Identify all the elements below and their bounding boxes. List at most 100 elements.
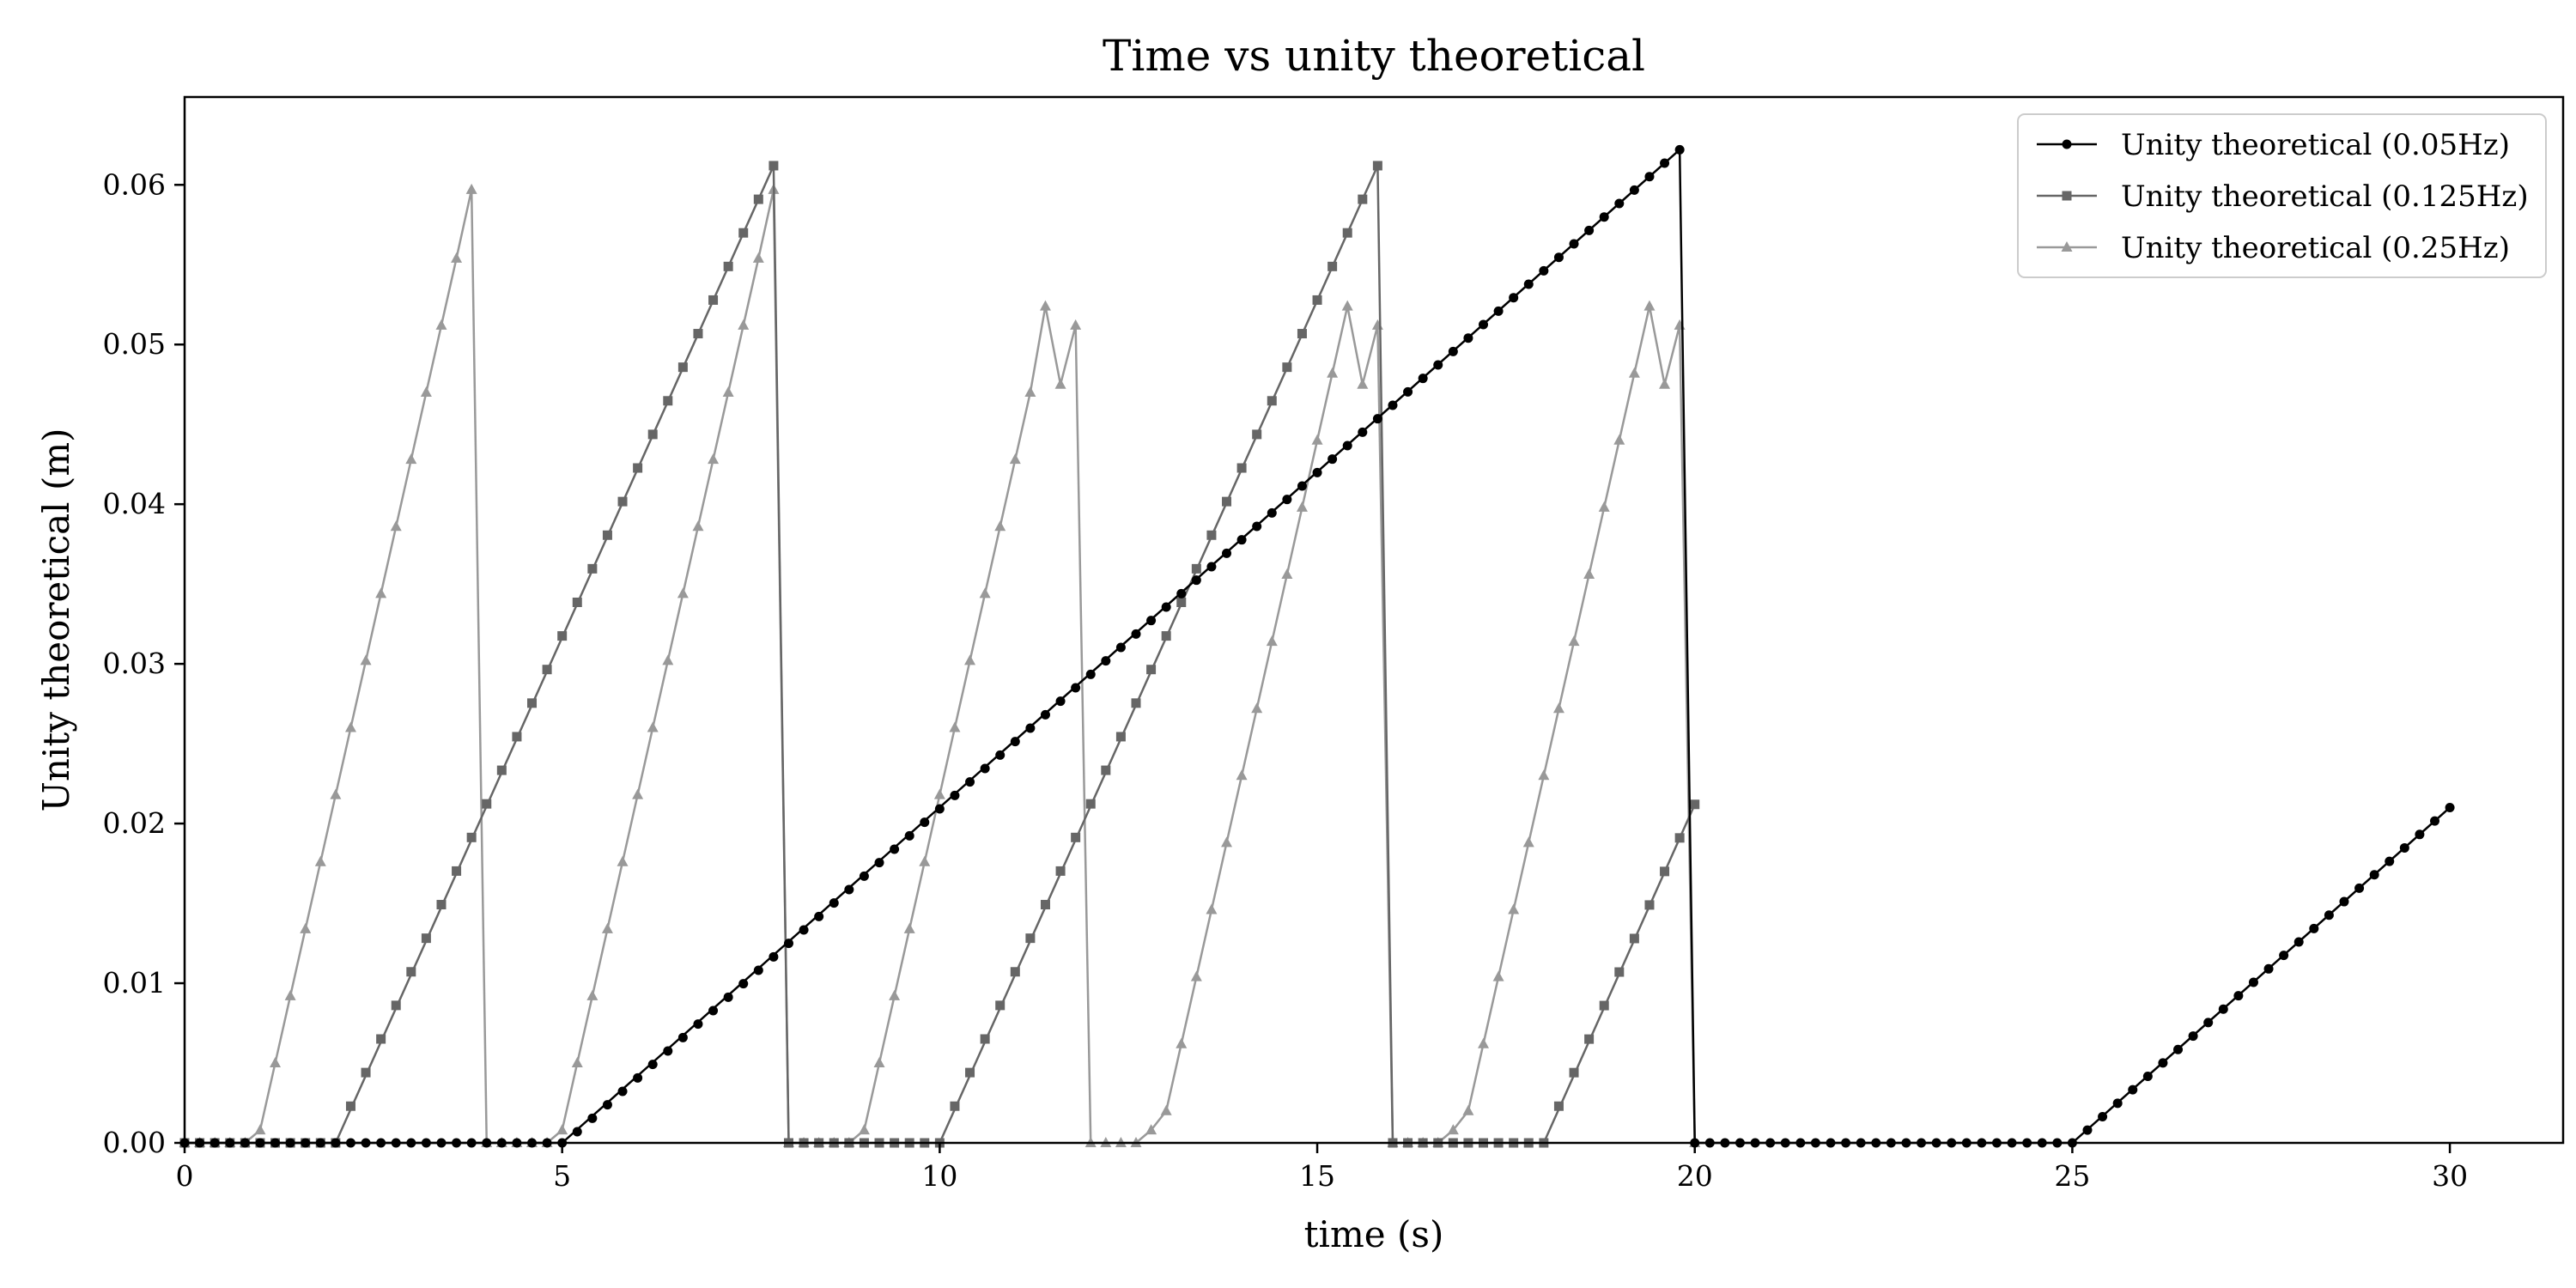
data-point-triangle-2 — [465, 183, 477, 194]
data-point-square-1 — [647, 429, 658, 440]
data-point-circle-0 — [995, 750, 1005, 760]
data-point-circle-0 — [799, 925, 809, 935]
data-point-triangle-2 — [1508, 903, 1520, 914]
data-point-circle-0 — [1493, 306, 1504, 316]
data-point-triangle-2 — [1341, 300, 1353, 311]
data-point-square-1 — [617, 496, 628, 507]
data-point-circle-0 — [1071, 683, 1081, 693]
data-point-square-1 — [452, 866, 462, 876]
data-point-square-1 — [1131, 698, 1141, 708]
data-point-circle-0 — [2385, 856, 2395, 866]
data-point-triangle-2 — [903, 922, 915, 933]
data-point-circle-0 — [2369, 870, 2379, 880]
data-point-circle-0 — [1372, 414, 1382, 424]
data-point-square-1 — [1161, 631, 1171, 641]
data-point-triangle-2 — [933, 788, 945, 799]
data-point-circle-0 — [602, 1100, 612, 1110]
legend-swatch-marker — [2061, 241, 2073, 252]
data-point-square-1 — [1025, 933, 1036, 944]
data-point-circle-0 — [2188, 1031, 2198, 1042]
data-point-circle-0 — [2158, 1058, 2168, 1068]
y-tick-label: 0.01 — [103, 966, 166, 999]
data-point-circle-0 — [1222, 548, 1232, 558]
data-point-square-1 — [1674, 833, 1685, 843]
data-point-triangle-2 — [390, 520, 402, 532]
data-point-circle-0 — [1358, 427, 1368, 437]
data-point-square-1 — [1267, 396, 1277, 406]
legend-entry-0: Unity theoretical (0.05Hz) — [2037, 128, 2510, 162]
data-point-square-1 — [1312, 295, 1322, 305]
y-tick-label: 0.02 — [103, 806, 166, 840]
data-point-square-1 — [482, 799, 492, 809]
data-point-circle-0 — [708, 1005, 719, 1016]
data-point-triangle-2 — [314, 855, 326, 866]
data-point-circle-0 — [2415, 829, 2425, 840]
data-point-circle-0 — [920, 817, 930, 828]
data-point-triangle-2 — [1583, 568, 1595, 580]
series-0 — [179, 144, 2455, 1148]
data-point-circle-0 — [2399, 842, 2409, 853]
data-point-circle-0 — [1509, 293, 1519, 303]
data-point-square-1 — [1599, 1000, 1609, 1011]
data-point-circle-0 — [1025, 723, 1036, 733]
data-point-circle-0 — [1523, 279, 1534, 289]
y-tick-label: 0.06 — [103, 167, 166, 201]
data-point-circle-0 — [2233, 991, 2244, 1001]
data-point-square-1 — [361, 1067, 371, 1078]
data-point-square-1 — [1252, 429, 1262, 440]
data-point-circle-0 — [753, 965, 763, 975]
data-point-circle-0 — [2430, 816, 2440, 826]
data-point-square-1 — [391, 1000, 401, 1011]
data-point-square-1 — [406, 967, 416, 977]
y-tick-label: 0.04 — [103, 487, 166, 520]
data-point-square-1 — [1071, 832, 1081, 842]
data-point-square-1 — [602, 530, 612, 540]
data-point-circle-0 — [2142, 1072, 2153, 1082]
data-point-triangle-2 — [964, 654, 976, 665]
data-point-circle-0 — [677, 1032, 688, 1042]
data-point-triangle-2 — [949, 721, 961, 732]
data-point-triangle-2 — [1039, 300, 1051, 311]
data-point-circle-0 — [1403, 386, 1413, 397]
data-point-square-1 — [1101, 765, 1111, 775]
data-point-square-1 — [1629, 933, 1639, 944]
data-point-triangle-2 — [270, 1057, 282, 1068]
data-point-circle-0 — [1131, 629, 1141, 639]
data-point-square-1 — [1176, 597, 1187, 607]
data-point-square-1 — [1297, 329, 1307, 339]
data-point-circle-0 — [1342, 440, 1352, 451]
data-point-circle-0 — [1463, 333, 1473, 343]
data-point-circle-0 — [572, 1127, 582, 1137]
data-point-square-1 — [587, 563, 598, 574]
data-point-circle-0 — [738, 979, 749, 989]
data-point-circle-0 — [2293, 937, 2304, 947]
data-point-circle-0 — [2173, 1044, 2184, 1054]
data-point-square-1 — [753, 194, 763, 204]
data-point-circle-0 — [965, 777, 975, 787]
data-point-triangle-2 — [979, 587, 991, 598]
data-point-circle-0 — [859, 871, 869, 881]
data-point-circle-0 — [2309, 923, 2319, 933]
data-point-triangle-2 — [300, 922, 312, 933]
data-point-circle-0 — [1660, 158, 1670, 168]
data-point-triangle-2 — [1447, 1124, 1459, 1135]
data-point-triangle-2 — [1024, 386, 1036, 398]
data-point-triangle-2 — [556, 1124, 568, 1135]
x-tick-label: 15 — [1299, 1159, 1335, 1193]
data-point-circle-0 — [1191, 575, 1201, 586]
data-point-triangle-2 — [405, 453, 417, 465]
data-point-circle-0 — [693, 1019, 703, 1030]
data-point-circle-0 — [814, 911, 824, 921]
data-point-square-1 — [1372, 161, 1382, 171]
data-point-circle-0 — [617, 1086, 628, 1097]
data-point-square-1 — [1191, 563, 1201, 574]
data-point-circle-0 — [1614, 198, 1625, 209]
data-point-triangle-2 — [1070, 319, 1082, 330]
data-point-triangle-2 — [1628, 367, 1640, 378]
data-point-triangle-2 — [1160, 1104, 1172, 1115]
data-point-triangle-2 — [662, 654, 674, 665]
legend-entry-2: Unity theoretical (0.25Hz) — [2037, 231, 2510, 265]
data-point-triangle-2 — [677, 587, 689, 598]
data-point-circle-0 — [934, 804, 945, 814]
data-point-square-1 — [421, 933, 431, 944]
